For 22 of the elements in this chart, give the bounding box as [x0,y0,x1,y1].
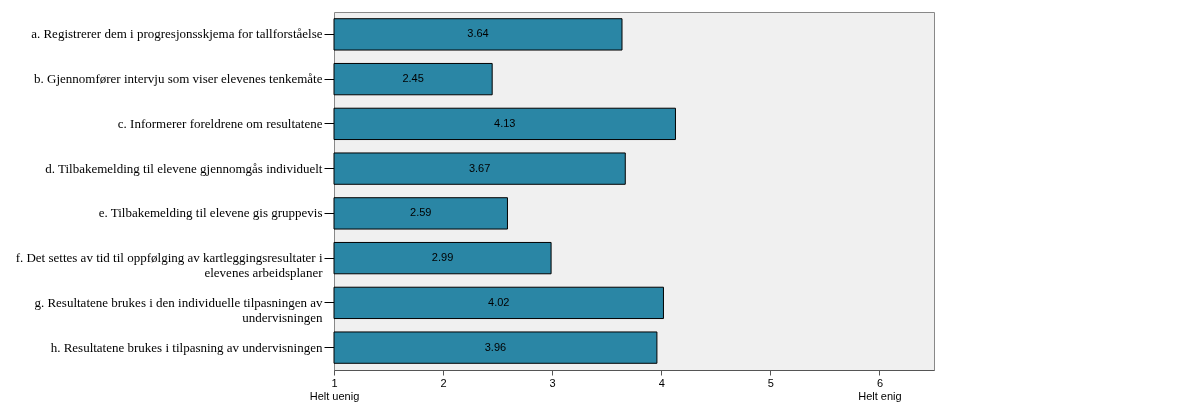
y-tick-label: a. Registrerer dem i progresjonsskjema for tallforståelse [31,26,323,42]
data-label: 3.96 [484,340,507,353]
data-label: 2.59 [410,206,432,219]
data-label: 3.64 [467,27,489,40]
y-tick-label: g. Resultatene brukes i den individuelle tilpasningen av undervisningen [34,294,323,325]
y-tick-label: e. Tilbakemelding til elevene gis gruppevis [98,205,323,221]
x-tick-label: 2 [440,376,447,389]
data-label: 2.45 [402,72,424,85]
data-label: 3.67 [468,161,491,174]
data-label: 4.13 [494,116,516,129]
x-tick-label: 5 [767,376,774,389]
x-tick-label: 6 Helt enig [858,376,902,402]
data-label: 4.02 [488,295,510,308]
y-tick-label: f. Det settes av tid til oppfølging av kartleggingsresultater i elevenes arbeidsplaner [15,250,324,281]
x-tick-label: 4 [658,376,665,389]
y-tick-label: h. Resultatene brukes i tilpasning av undervisningen [50,339,323,355]
x-tick-label: 1 Helt uenig [309,376,360,402]
y-tick-label: b. Gjennomfører intervju som viser elevenes tenkemåte [34,71,323,87]
y-tick-label: d. Tilbakemelding til elevene gjennomgås individuelt [45,160,323,176]
y-tick-label: c. Informerer foreldrene om resultatene [117,115,323,131]
data-label: 2.99 [431,251,454,264]
x-tick-label: 3 [549,376,556,389]
